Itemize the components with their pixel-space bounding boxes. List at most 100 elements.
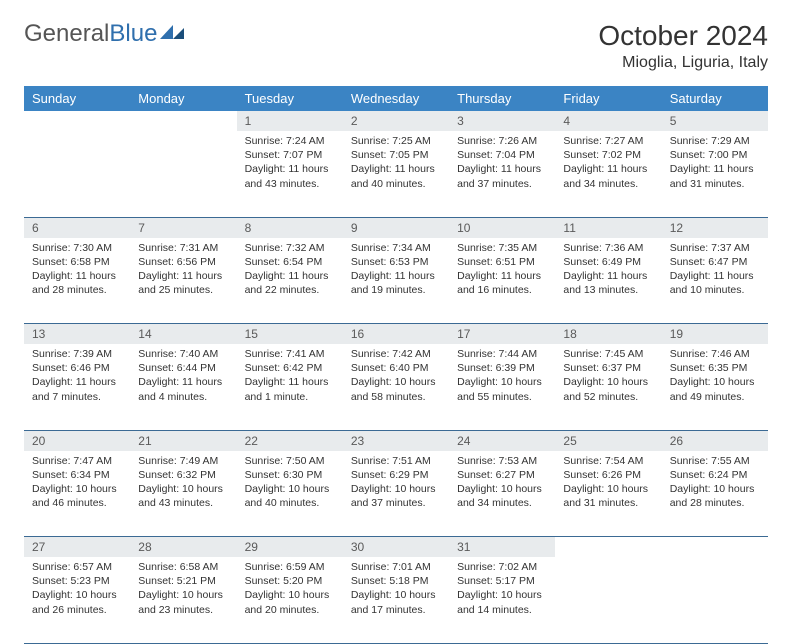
day-cell: Sunrise: 7:42 AMSunset: 6:40 PMDaylight:…: [343, 344, 449, 430]
weekday-header: Monday: [130, 86, 236, 111]
day-number-cell: 15: [237, 324, 343, 345]
day-content: Sunrise: 7:34 AMSunset: 6:53 PMDaylight:…: [343, 238, 449, 304]
calendar-body: 12345Sunrise: 7:24 AMSunset: 7:07 PMDayl…: [24, 111, 768, 643]
day-number-cell: 1: [237, 111, 343, 131]
day-cell: Sunrise: 7:44 AMSunset: 6:39 PMDaylight:…: [449, 344, 555, 430]
daynum-row: 20212223242526: [24, 430, 768, 451]
day-number-cell: 19: [662, 324, 768, 345]
day-number-cell: 20: [24, 430, 130, 451]
day-cell: Sunrise: 7:31 AMSunset: 6:56 PMDaylight:…: [130, 238, 236, 324]
day-number-cell: 4: [555, 111, 661, 131]
content-row: Sunrise: 7:30 AMSunset: 6:58 PMDaylight:…: [24, 238, 768, 324]
day-number: 14: [130, 324, 236, 344]
day-cell: Sunrise: 7:32 AMSunset: 6:54 PMDaylight:…: [237, 238, 343, 324]
day-cell: Sunrise: 7:46 AMSunset: 6:35 PMDaylight:…: [662, 344, 768, 430]
day-cell: Sunrise: 7:30 AMSunset: 6:58 PMDaylight:…: [24, 238, 130, 324]
day-content: Sunrise: 7:51 AMSunset: 6:29 PMDaylight:…: [343, 451, 449, 517]
weekday-header: Saturday: [662, 86, 768, 111]
day-content: Sunrise: 7:02 AMSunset: 5:17 PMDaylight:…: [449, 557, 555, 623]
day-number: 26: [662, 431, 768, 451]
day-number-cell: 27: [24, 537, 130, 558]
logo-icon: [160, 20, 186, 48]
day-cell: Sunrise: 7:01 AMSunset: 5:18 PMDaylight:…: [343, 557, 449, 643]
day-content: Sunrise: 7:31 AMSunset: 6:56 PMDaylight:…: [130, 238, 236, 304]
month-title: October 2024: [598, 20, 768, 52]
day-number: 8: [237, 218, 343, 238]
day-cell: Sunrise: 7:40 AMSunset: 6:44 PMDaylight:…: [130, 344, 236, 430]
day-number-cell: 3: [449, 111, 555, 131]
day-number: [555, 537, 661, 557]
day-number: 20: [24, 431, 130, 451]
day-number-cell: [130, 111, 236, 131]
day-number: 6: [24, 218, 130, 238]
day-content: Sunrise: 7:53 AMSunset: 6:27 PMDaylight:…: [449, 451, 555, 517]
day-number: 23: [343, 431, 449, 451]
day-number-cell: 18: [555, 324, 661, 345]
logo-text-blue: Blue: [109, 20, 157, 48]
day-number: 31: [449, 537, 555, 557]
day-number-cell: [24, 111, 130, 131]
day-number: 5: [662, 111, 768, 131]
day-number: 16: [343, 324, 449, 344]
day-number-cell: 26: [662, 430, 768, 451]
day-content: Sunrise: 7:41 AMSunset: 6:42 PMDaylight:…: [237, 344, 343, 410]
day-cell: [555, 557, 661, 643]
day-content: Sunrise: 7:55 AMSunset: 6:24 PMDaylight:…: [662, 451, 768, 517]
day-content: Sunrise: 7:29 AMSunset: 7:00 PMDaylight:…: [662, 131, 768, 197]
content-row: Sunrise: 7:24 AMSunset: 7:07 PMDaylight:…: [24, 131, 768, 217]
day-cell: Sunrise: 7:36 AMSunset: 6:49 PMDaylight:…: [555, 238, 661, 324]
day-number-cell: 23: [343, 430, 449, 451]
day-number: 28: [130, 537, 236, 557]
weekday-header: Thursday: [449, 86, 555, 111]
daynum-row: 2728293031: [24, 537, 768, 558]
day-number: 12: [662, 218, 768, 238]
day-number-cell: 14: [130, 324, 236, 345]
day-content: Sunrise: 7:32 AMSunset: 6:54 PMDaylight:…: [237, 238, 343, 304]
day-cell: Sunrise: 7:25 AMSunset: 7:05 PMDaylight:…: [343, 131, 449, 217]
day-number-cell: 29: [237, 537, 343, 558]
day-content: Sunrise: 7:26 AMSunset: 7:04 PMDaylight:…: [449, 131, 555, 197]
day-number: 1: [237, 111, 343, 131]
day-number-cell: 2: [343, 111, 449, 131]
day-cell: Sunrise: 7:27 AMSunset: 7:02 PMDaylight:…: [555, 131, 661, 217]
day-number: 3: [449, 111, 555, 131]
day-cell: Sunrise: 7:29 AMSunset: 7:00 PMDaylight:…: [662, 131, 768, 217]
daynum-row: 12345: [24, 111, 768, 131]
day-number: 2: [343, 111, 449, 131]
weekday-header: Friday: [555, 86, 661, 111]
day-number-cell: 10: [449, 217, 555, 238]
day-cell: [24, 131, 130, 217]
logo-text-general: General: [24, 20, 109, 48]
day-number-cell: 9: [343, 217, 449, 238]
day-number-cell: 6: [24, 217, 130, 238]
day-number: 15: [237, 324, 343, 344]
day-cell: Sunrise: 7:39 AMSunset: 6:46 PMDaylight:…: [24, 344, 130, 430]
day-content: Sunrise: 7:47 AMSunset: 6:34 PMDaylight:…: [24, 451, 130, 517]
day-content: Sunrise: 7:49 AMSunset: 6:32 PMDaylight:…: [130, 451, 236, 517]
day-number-cell: 7: [130, 217, 236, 238]
weekday-header-row: Sunday Monday Tuesday Wednesday Thursday…: [24, 86, 768, 111]
day-number: 4: [555, 111, 661, 131]
day-cell: Sunrise: 7:53 AMSunset: 6:27 PMDaylight:…: [449, 451, 555, 537]
header: GeneralBlue October 2024 Mioglia, Liguri…: [24, 20, 768, 72]
day-cell: Sunrise: 7:49 AMSunset: 6:32 PMDaylight:…: [130, 451, 236, 537]
logo: GeneralBlue: [24, 20, 186, 48]
day-number-cell: 28: [130, 537, 236, 558]
day-cell: Sunrise: 7:02 AMSunset: 5:17 PMDaylight:…: [449, 557, 555, 643]
day-content: Sunrise: 6:57 AMSunset: 5:23 PMDaylight:…: [24, 557, 130, 623]
day-content: Sunrise: 7:37 AMSunset: 6:47 PMDaylight:…: [662, 238, 768, 304]
content-row: Sunrise: 6:57 AMSunset: 5:23 PMDaylight:…: [24, 557, 768, 643]
day-number-cell: 8: [237, 217, 343, 238]
day-number: 18: [555, 324, 661, 344]
day-number: 22: [237, 431, 343, 451]
content-row: Sunrise: 7:39 AMSunset: 6:46 PMDaylight:…: [24, 344, 768, 430]
day-content: Sunrise: 7:42 AMSunset: 6:40 PMDaylight:…: [343, 344, 449, 410]
day-cell: Sunrise: 7:35 AMSunset: 6:51 PMDaylight:…: [449, 238, 555, 324]
title-block: October 2024 Mioglia, Liguria, Italy: [598, 20, 768, 72]
day-cell: Sunrise: 6:57 AMSunset: 5:23 PMDaylight:…: [24, 557, 130, 643]
day-number-cell: 17: [449, 324, 555, 345]
day-content: Sunrise: 7:30 AMSunset: 6:58 PMDaylight:…: [24, 238, 130, 304]
day-content: Sunrise: 7:50 AMSunset: 6:30 PMDaylight:…: [237, 451, 343, 517]
day-number-cell: 21: [130, 430, 236, 451]
day-number: 19: [662, 324, 768, 344]
